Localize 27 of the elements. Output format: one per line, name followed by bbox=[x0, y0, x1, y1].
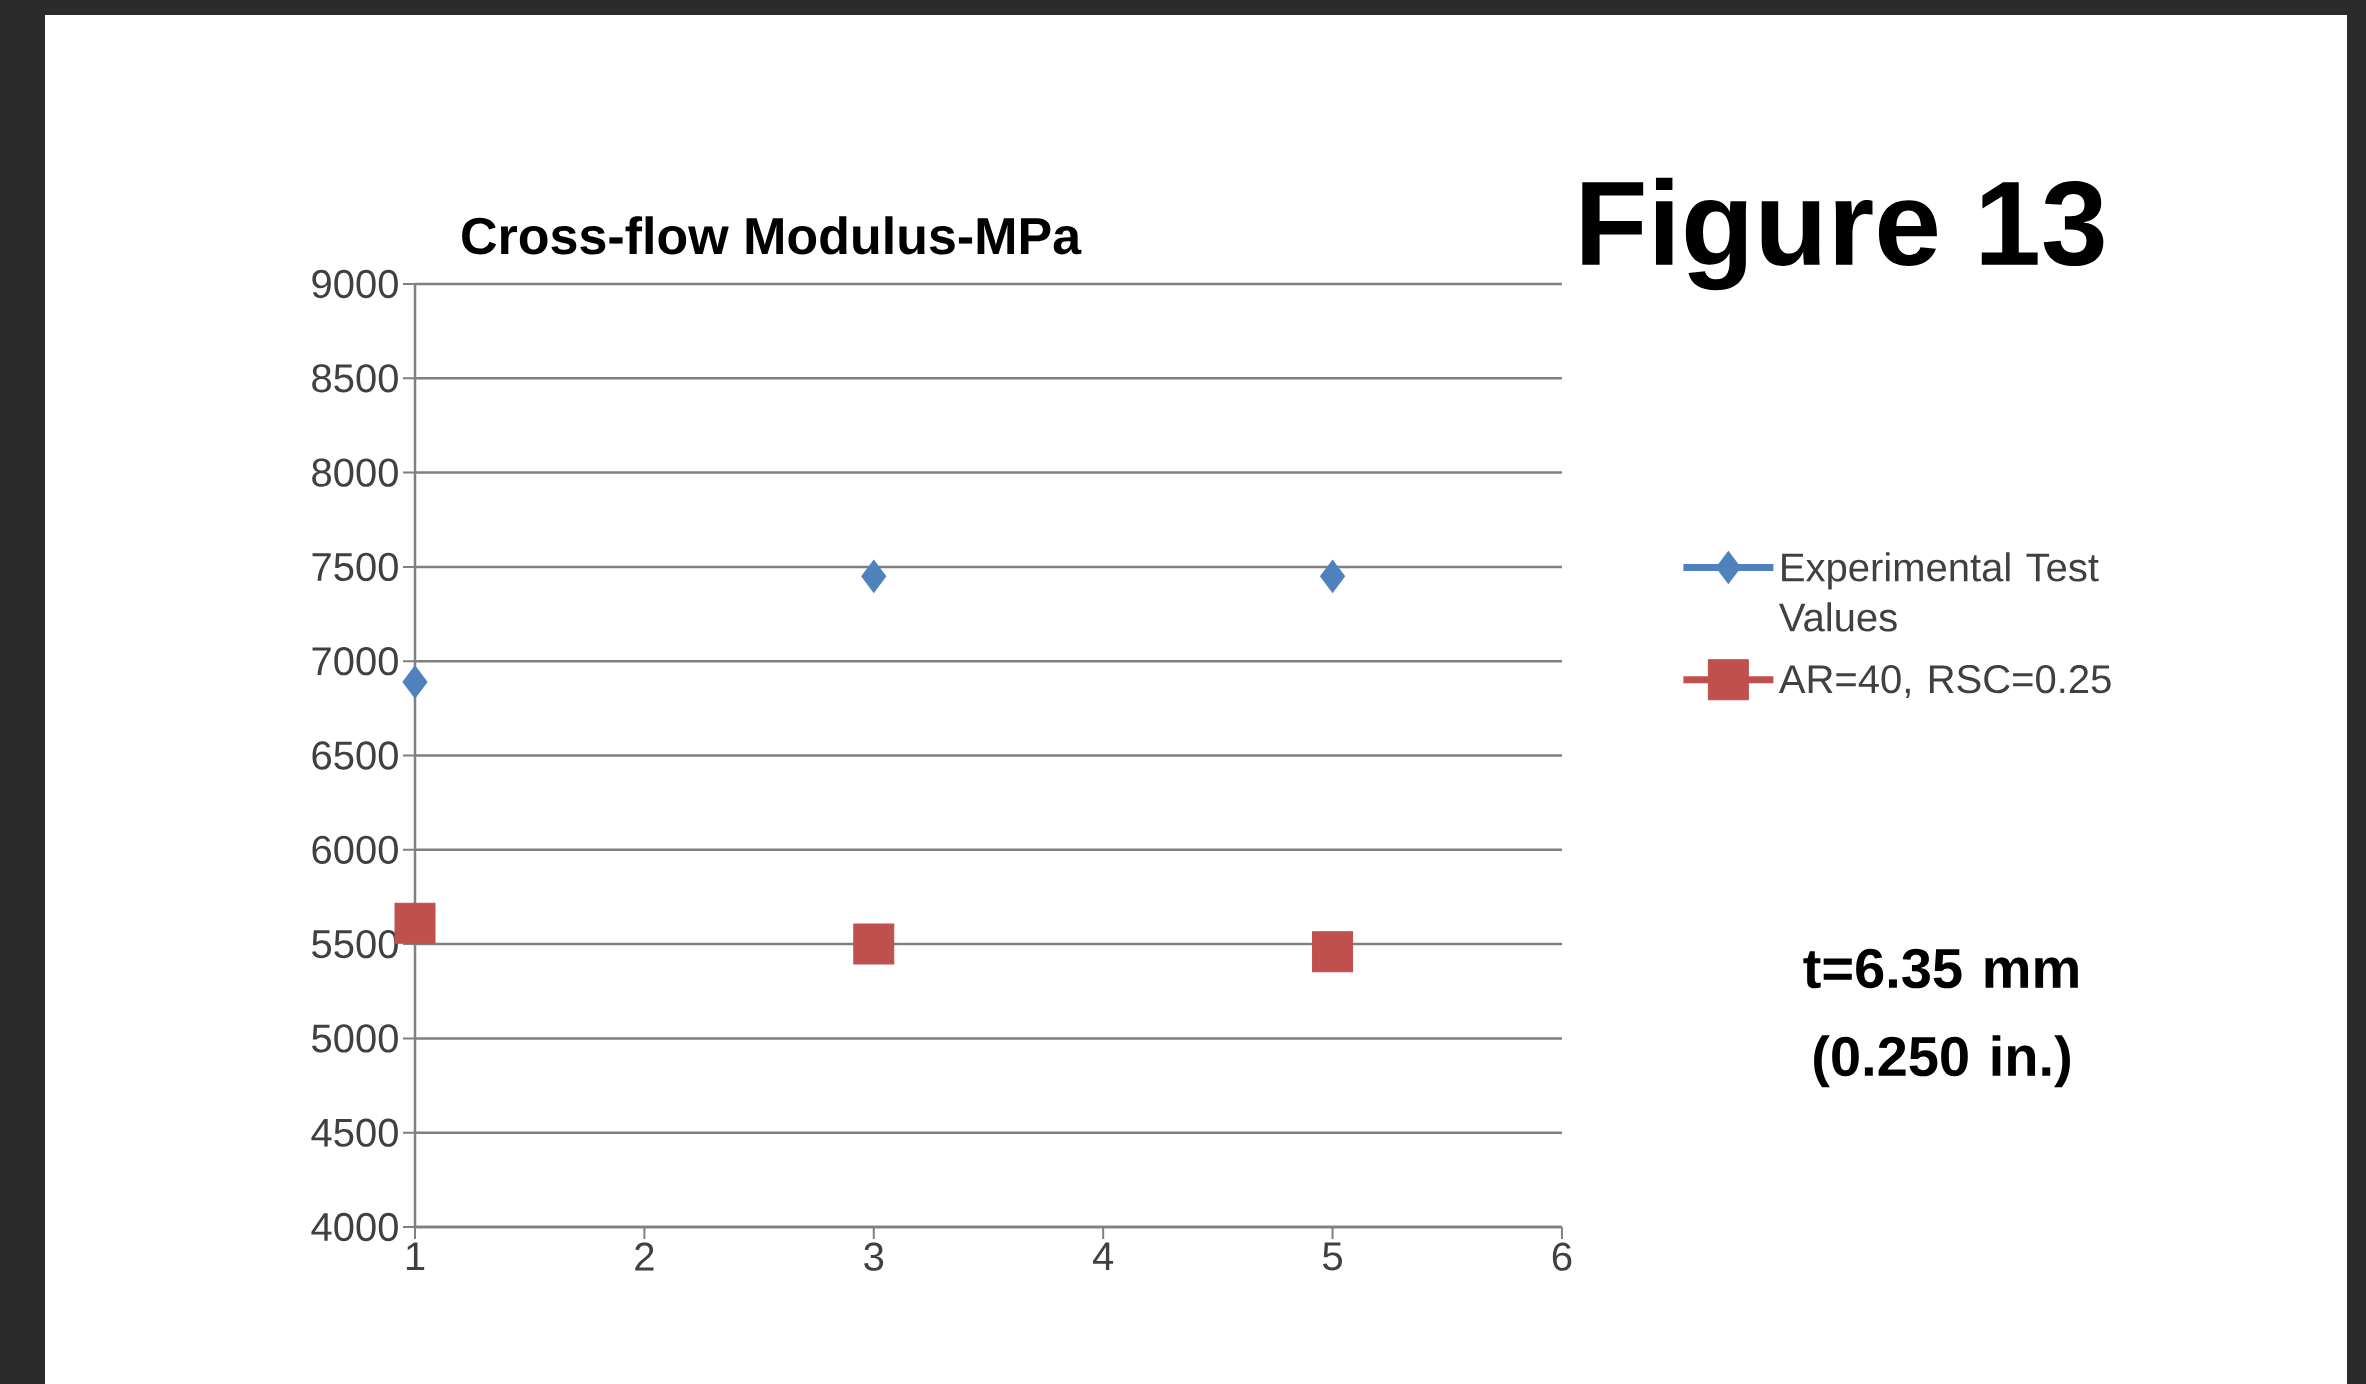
y-tick-label: 5000 bbox=[312, 1024, 398, 1053]
x-tick-label: 5 bbox=[1323, 1242, 1342, 1271]
point bbox=[402, 665, 428, 699]
y-tick-label: 4500 bbox=[311, 1118, 398, 1147]
y-tick-label: 9000 bbox=[312, 269, 398, 299]
point bbox=[861, 559, 887, 593]
point bbox=[853, 923, 895, 965]
text: t=6.35 mm (0.250 in.) bbox=[1803, 948, 2078, 1088]
legend-label: Experimental Test Values bbox=[1779, 552, 2099, 632]
y-tick-label: 8000 bbox=[312, 458, 398, 487]
y-tick-label: 8500 bbox=[312, 364, 398, 393]
y-tick-label: 7000 bbox=[312, 647, 398, 676]
y-tick-label: 6000 bbox=[312, 835, 398, 864]
y-tick-label: 5500 bbox=[312, 929, 398, 959]
legend-label: AR=40, RSC=0.25 bbox=[1778, 665, 2111, 699]
point bbox=[1312, 931, 1354, 973]
x-tick-label: 2 bbox=[635, 1242, 654, 1271]
chart-title: Cross-flow Modulus-MPa bbox=[462, 216, 1082, 255]
y-tick-label: 6500 bbox=[312, 741, 398, 770]
y-tick-label: 7500 bbox=[312, 552, 398, 582]
x-tick-label: 6 bbox=[1552, 1242, 1572, 1271]
y-tick-label: 4000 bbox=[311, 1212, 398, 1242]
x-tick-label: 3 bbox=[864, 1242, 884, 1271]
point bbox=[1320, 559, 1346, 593]
x-tick-label: 4 bbox=[1092, 1242, 1114, 1271]
x-tick-label: 1 bbox=[406, 1242, 425, 1271]
caption: Figure 13 bbox=[1582, 177, 2104, 291]
